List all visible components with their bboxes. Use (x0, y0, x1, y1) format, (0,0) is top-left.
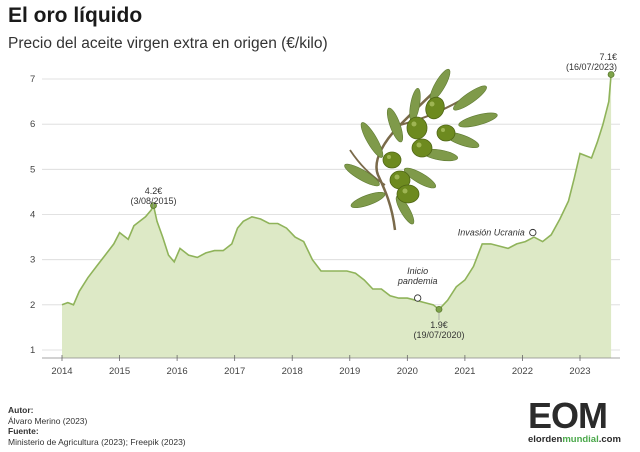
y-tick-label: 1 (30, 345, 35, 356)
annotation-date: (16/07/2023) (566, 62, 617, 72)
olive-branch-icon (344, 68, 498, 231)
logo-site-a: elorden (528, 434, 563, 445)
chart-title: El oro líquido (8, 4, 143, 27)
source: Ministerio de Agricultura (2023); Freepi… (8, 436, 186, 447)
eom-logo: EOM elordenmundial.com (528, 398, 636, 448)
y-axis: 1 2 3 4 5 6 7 (30, 74, 35, 356)
x-tick-label: 2022 (512, 366, 533, 377)
annotation-date: (3/08/2015) (130, 196, 176, 206)
logo-site-c: .com (598, 434, 621, 445)
logo-site: elordenmundial.com (528, 434, 636, 445)
y-tick-label: 2 (30, 300, 35, 311)
annotation-value: 1.9€ (430, 320, 448, 330)
author-label: Autor: (8, 405, 34, 415)
event-label: Invasión Ucrania (458, 228, 525, 238)
y-tick-label: 4 (30, 210, 35, 221)
annotation-marker (607, 71, 615, 78)
x-tick-label: 2021 (454, 366, 475, 377)
annotation-value: 4.2€ (145, 186, 163, 196)
x-tick-label: 2019 (339, 366, 360, 377)
price-area (61, 74, 612, 358)
y-tick-label: 3 (30, 255, 35, 266)
logo-letters: EOM (528, 395, 608, 436)
annotation-marker (435, 305, 443, 313)
credits: Autor: Álvaro Merino (2023) Fuente: Mini… (8, 405, 186, 447)
y-tick-label: 5 (30, 164, 35, 175)
y-tick-label: 7 (30, 74, 35, 85)
source-label: Fuente: (8, 426, 39, 436)
x-tick-label: 2014 (51, 366, 72, 377)
x-tick-label: 2023 (569, 366, 590, 377)
event-marker (529, 228, 537, 237)
x-tick-label: 2020 (397, 366, 418, 377)
annotation-date: (19/07/2020) (413, 330, 464, 340)
y-tick-label: 6 (30, 119, 35, 130)
chart-subtitle: Precio del aceite virgen extra en origen… (8, 35, 328, 52)
annotations: 4.2€(3/08/2015) 1.9€(19/07/2020) 7.1€(16/0… (130, 52, 617, 340)
x-tick-label: 2017 (224, 366, 245, 377)
event-label: Inicio (407, 266, 428, 276)
x-tick-label: 2015 (109, 366, 130, 377)
event-label: pandemia (397, 276, 438, 286)
annotation-value: 7.1€ (599, 52, 617, 62)
price-fill (62, 74, 612, 358)
x-tick-label: 2018 (282, 366, 303, 377)
price-line (61, 74, 612, 311)
price-chart: 2014 2015 2016 2017 2018 2019 2020 2021 2022 2023… (30, 52, 620, 377)
author: Álvaro Merino (2023) (8, 415, 88, 426)
x-tick-label: 2016 (167, 366, 188, 377)
x-axis: 2014 2015 2016 2017 2018 2019 2020 2021 2022 2023 (42, 355, 620, 377)
logo-site-b: mundial (562, 434, 599, 445)
event-marker (414, 294, 422, 302)
